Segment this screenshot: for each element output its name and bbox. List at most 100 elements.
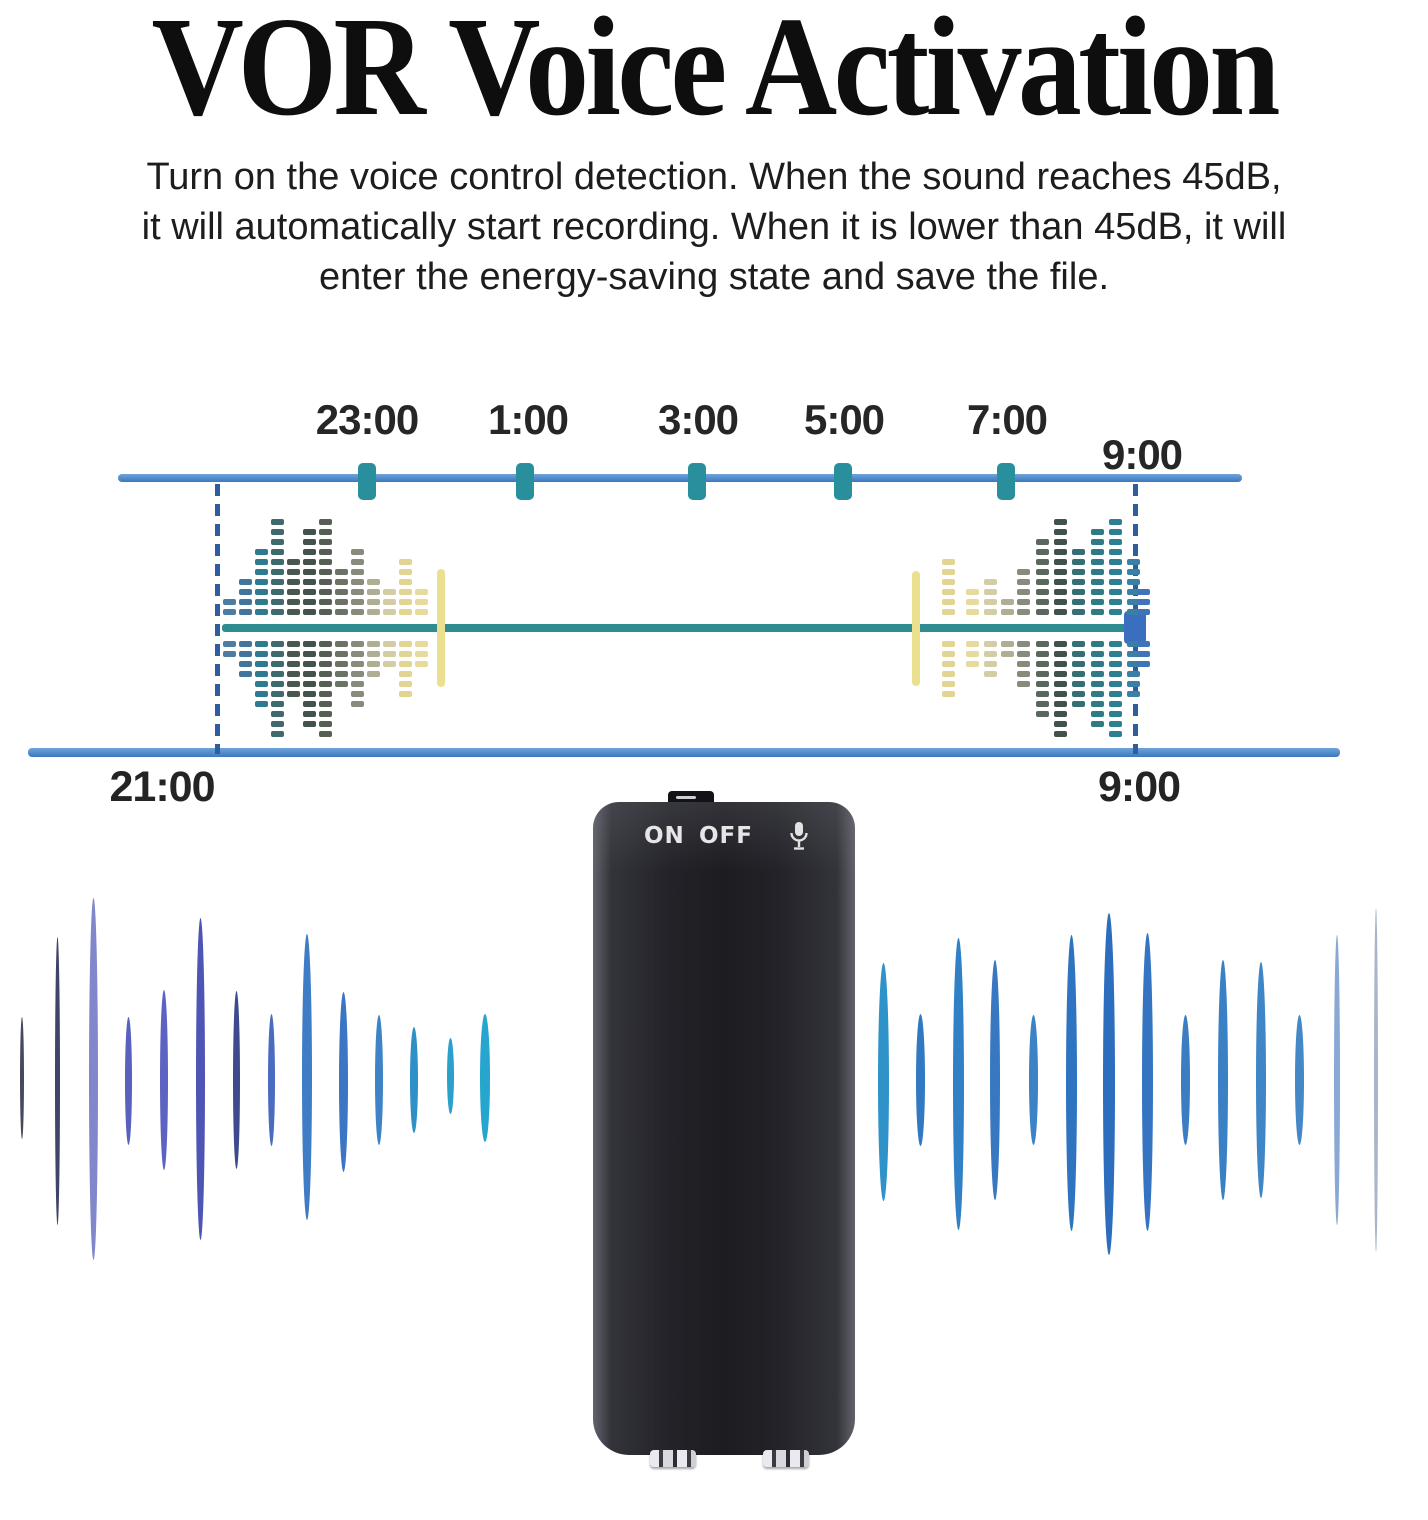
power-on-label: ON [644,823,685,849]
waveform-dash [415,651,428,657]
waveform-dash [1072,661,1085,667]
waveform-dash [1036,711,1049,717]
time-label-9-00-top: 9:00 [1101,431,1183,478]
waveform-dash [399,671,412,677]
waveform-dash [1054,721,1067,727]
waveform-dash [1054,711,1067,717]
waveform-dash [319,539,332,545]
waveform-dash [223,641,236,647]
waveform-dash [335,609,348,615]
waveform-dash [1091,569,1104,575]
waveform-dash [966,641,979,647]
waveform-dash [271,609,284,615]
waveform-dash [383,661,396,667]
waveform-dash [1072,609,1085,615]
waveform-dash [1017,641,1030,647]
waveform-dash [303,651,316,657]
waveform-dash [351,641,364,647]
time-label-9-00-bottom: 9:00 [1097,763,1181,811]
waveform-dash [255,641,268,647]
waveform-dash [1017,569,1030,575]
waveform-dash [1109,609,1122,615]
waveform-dash [1091,589,1104,595]
waveform-dash [319,559,332,565]
waveform-dash [1127,691,1140,697]
waveform-dash [984,651,997,657]
waveform-dash [942,589,955,595]
waveform-dash [1054,691,1067,697]
waveform-dash [1091,599,1104,605]
waveform-dash [1001,651,1014,657]
waveform-dash [367,589,380,595]
waveform-dash [1036,651,1049,657]
waveform-dash [942,609,955,615]
timeline-tick-7-00 [997,463,1015,500]
waveform-dash [303,711,316,717]
waveform-dash [335,661,348,667]
waveform-dash [1072,549,1085,555]
waveform-dash [966,589,979,595]
soundwave-bar [54,937,60,1225]
waveform-dash [984,671,997,677]
waveform-dash [1072,701,1085,707]
waveform-dash [1127,569,1140,575]
waveform-dash [1109,599,1122,605]
waveform-dash [942,559,955,565]
waveform-dash [942,641,955,647]
time-label-1-00: 1:00 [487,396,569,443]
waveform-dash [255,701,268,707]
soundwave-bar [1218,960,1228,1200]
waveform-dash [287,651,300,657]
waveform-dash [1036,599,1049,605]
waveform-dash [1091,641,1104,647]
soundwave-bar [1374,908,1378,1252]
waveform-dash [1109,579,1122,585]
recording-start-boundary [215,484,220,754]
waveform-dash [239,609,252,615]
waveform-dash [966,609,979,615]
waveform-dash [1109,731,1122,737]
waveform-dash [271,599,284,605]
soundwave-bar [88,898,98,1260]
waveform-dash [303,599,316,605]
waveform-dash [984,661,997,667]
waveform-dash [415,599,428,605]
description: Turn on the voice control detection. Whe… [0,152,1428,302]
waveform-dash [415,641,428,647]
waveform-dash [1001,641,1014,647]
waveform-dash [1109,691,1122,697]
waveform-dash [351,609,364,615]
waveform-dash [1072,569,1085,575]
waveform-dash [335,569,348,575]
waveform-dash [1054,529,1067,535]
waveform-dash [1036,579,1049,585]
waveform-dash [1091,651,1104,657]
waveform-dash [1017,651,1030,657]
waveform-dash [335,579,348,585]
waveform-dash [287,671,300,677]
waveform-dash [942,599,955,605]
waveform-dash [335,641,348,647]
waveform-dash [271,539,284,545]
waveform-dash [1109,641,1122,647]
waveform-dash [1054,661,1067,667]
waveform-dash [1127,609,1140,615]
waveform-dash [1072,589,1085,595]
waveform-dash [942,579,955,585]
waveform-dash [1109,721,1122,727]
waveform-dash [303,609,316,615]
waveform-dash [399,641,412,647]
soundwave-bar [1141,933,1153,1231]
soundwave-bar [990,960,1000,1200]
waveform-dash [1137,661,1150,667]
waveform-dash [239,661,252,667]
time-label-7-00: 7:00 [966,396,1048,443]
waveform-dash [319,579,332,585]
waveform-dash [319,651,332,657]
description-line-3: enter the energy-saving state and save t… [318,256,1110,298]
waveform-dash [271,661,284,667]
waveform-dash [303,579,316,585]
waveform-dash [942,651,955,657]
waveform-dash [271,579,284,585]
